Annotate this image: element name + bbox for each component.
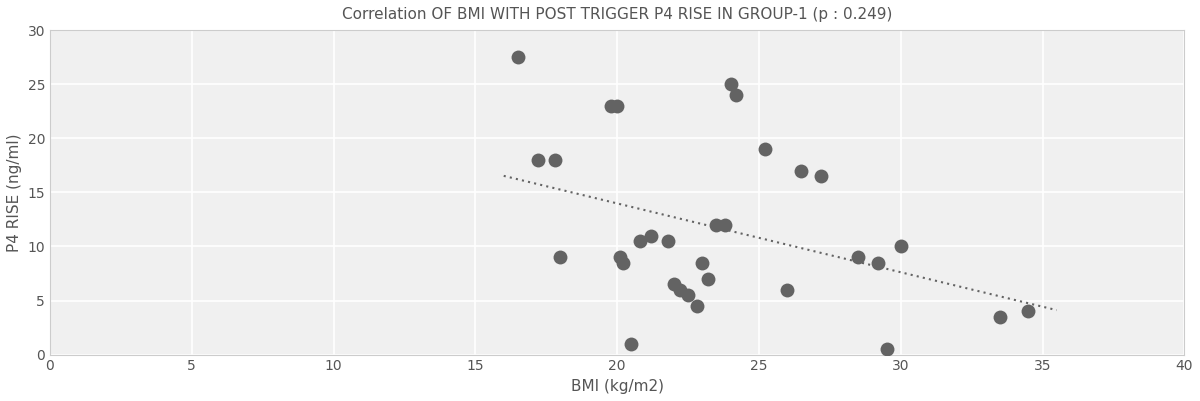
Point [602, 103, 622, 109]
Point [528, 157, 547, 163]
Point [670, 286, 689, 293]
Point [792, 168, 811, 174]
Point [811, 173, 830, 179]
Point [613, 259, 632, 266]
Point [642, 233, 661, 239]
Point [869, 259, 888, 266]
Point [877, 346, 896, 352]
Point [545, 157, 564, 163]
Point [607, 103, 626, 109]
Point [721, 81, 740, 87]
Point [509, 54, 528, 60]
Point [692, 259, 712, 266]
X-axis label: BMI (kg/m2): BMI (kg/m2) [571, 379, 664, 394]
Point [686, 303, 706, 309]
Point [630, 238, 649, 244]
Point [778, 286, 797, 293]
Point [659, 238, 678, 244]
Point [665, 281, 684, 288]
Y-axis label: P4 RISE (ng/ml): P4 RISE (ng/ml) [7, 133, 22, 251]
Point [892, 243, 911, 250]
Point [990, 314, 1009, 320]
Point [707, 222, 726, 228]
Point [622, 340, 641, 347]
Point [611, 254, 630, 261]
Point [1019, 308, 1038, 314]
Point [678, 292, 697, 298]
Point [698, 276, 718, 282]
Point [848, 254, 868, 261]
Point [727, 92, 746, 98]
Point [755, 146, 774, 152]
Point [715, 222, 734, 228]
Point [551, 254, 570, 261]
Title: Correlation OF BMI WITH POST TRIGGER P4 RISE IN GROUP-1 (p : 0.249): Correlation OF BMI WITH POST TRIGGER P4 … [342, 7, 893, 22]
